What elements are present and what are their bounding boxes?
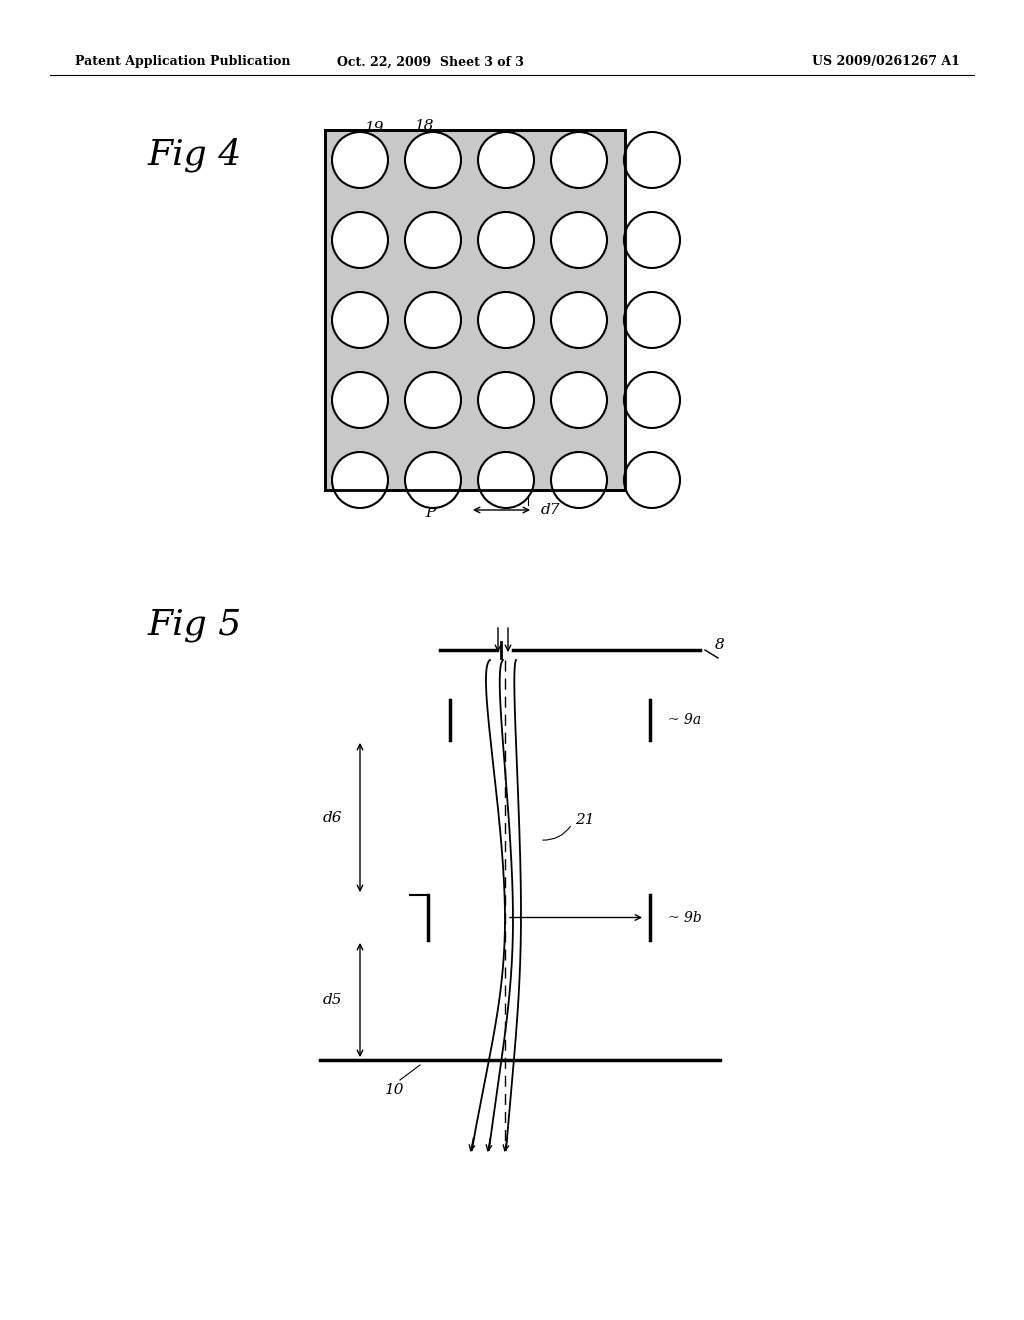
Text: d7: d7 bbox=[541, 503, 560, 517]
Circle shape bbox=[478, 292, 534, 348]
Text: US 2009/0261267 A1: US 2009/0261267 A1 bbox=[812, 55, 961, 69]
Text: Fig 5: Fig 5 bbox=[147, 609, 242, 642]
Circle shape bbox=[406, 372, 461, 428]
Text: ~ 9b: ~ 9b bbox=[668, 911, 701, 924]
Text: 8: 8 bbox=[715, 638, 725, 652]
Circle shape bbox=[332, 451, 388, 508]
Circle shape bbox=[551, 213, 607, 268]
Circle shape bbox=[624, 372, 680, 428]
Text: Oct. 22, 2009  Sheet 3 of 3: Oct. 22, 2009 Sheet 3 of 3 bbox=[337, 55, 523, 69]
Circle shape bbox=[332, 372, 388, 428]
Text: 10: 10 bbox=[385, 1082, 404, 1097]
Text: Patent Application Publication: Patent Application Publication bbox=[75, 55, 291, 69]
Circle shape bbox=[551, 372, 607, 428]
Circle shape bbox=[551, 451, 607, 508]
Circle shape bbox=[332, 132, 388, 187]
Circle shape bbox=[551, 292, 607, 348]
Circle shape bbox=[624, 213, 680, 268]
Circle shape bbox=[406, 213, 461, 268]
Circle shape bbox=[478, 132, 534, 187]
Circle shape bbox=[478, 451, 534, 508]
Circle shape bbox=[478, 213, 534, 268]
Text: Fig 4: Fig 4 bbox=[147, 137, 242, 172]
Circle shape bbox=[551, 132, 607, 187]
Circle shape bbox=[624, 132, 680, 187]
Text: P: P bbox=[425, 506, 435, 520]
Circle shape bbox=[332, 292, 388, 348]
FancyBboxPatch shape bbox=[325, 129, 625, 490]
Circle shape bbox=[406, 132, 461, 187]
Text: 21: 21 bbox=[575, 813, 595, 828]
Text: 18: 18 bbox=[416, 119, 435, 133]
Circle shape bbox=[478, 372, 534, 428]
Text: d5: d5 bbox=[323, 993, 342, 1007]
Circle shape bbox=[624, 292, 680, 348]
Text: d6: d6 bbox=[323, 810, 342, 825]
Circle shape bbox=[624, 451, 680, 508]
Circle shape bbox=[406, 292, 461, 348]
Circle shape bbox=[332, 213, 388, 268]
Text: ~ 9a: ~ 9a bbox=[668, 713, 701, 727]
Circle shape bbox=[406, 451, 461, 508]
Text: 19: 19 bbox=[366, 121, 385, 135]
